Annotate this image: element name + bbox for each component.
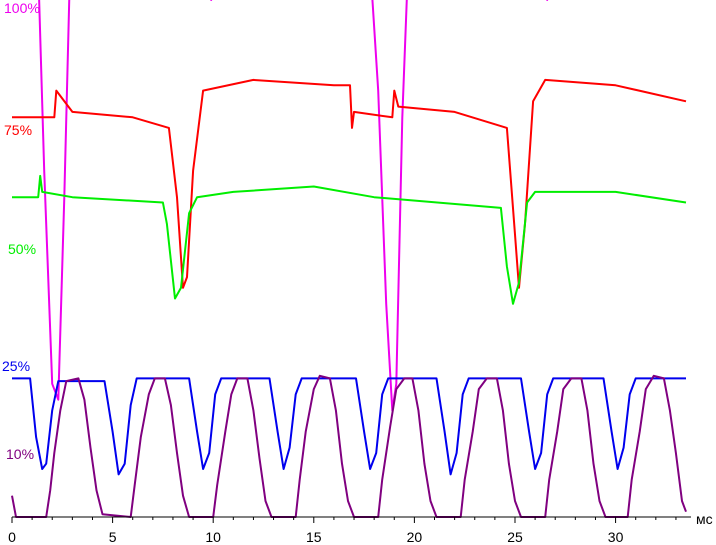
series-line-1 <box>12 78 687 289</box>
x-tick-label: 10 <box>205 529 221 545</box>
x-tick-label: 20 <box>407 529 423 545</box>
series-label-100: 100% <box>4 0 40 16</box>
series-layer <box>11 0 687 518</box>
series-label-50: 50% <box>8 241 36 257</box>
series-line-4 <box>11 374 687 518</box>
x-tick-label: 0 <box>8 529 16 545</box>
series-label-75: 75% <box>4 122 32 138</box>
x-tick-label: 30 <box>608 529 624 545</box>
x-tick-label: 25 <box>507 529 523 545</box>
series-label-25: 25% <box>2 358 30 374</box>
x-tick-label: 5 <box>109 529 117 545</box>
x-axis: 0 5 10 15 20 25 30 <box>8 516 691 545</box>
series-line-0 <box>38 0 549 412</box>
x-axis-unit-label: мс <box>696 511 713 527</box>
x-tick-label: 15 <box>306 529 322 545</box>
series-label-10: 10% <box>6 446 34 462</box>
series-line-2 <box>12 174 687 305</box>
